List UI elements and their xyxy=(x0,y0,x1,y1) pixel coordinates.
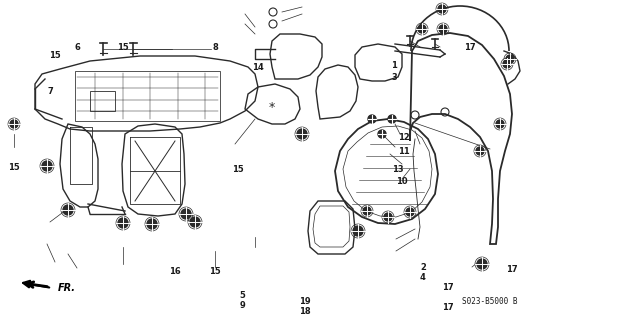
Text: 16: 16 xyxy=(169,268,181,277)
Text: 15: 15 xyxy=(49,50,61,60)
Text: FR.: FR. xyxy=(58,283,76,293)
Text: S023-B5000 B: S023-B5000 B xyxy=(462,296,518,306)
Circle shape xyxy=(10,120,18,128)
Text: 7: 7 xyxy=(47,87,53,97)
Text: 17: 17 xyxy=(506,265,518,275)
Text: 13: 13 xyxy=(392,165,404,174)
Text: 17: 17 xyxy=(442,284,454,293)
Circle shape xyxy=(63,205,73,215)
Text: 17: 17 xyxy=(464,43,476,53)
Circle shape xyxy=(384,213,392,221)
Text: 9: 9 xyxy=(239,300,245,309)
Circle shape xyxy=(378,130,386,138)
Text: 11: 11 xyxy=(398,147,410,157)
Circle shape xyxy=(438,5,446,13)
Circle shape xyxy=(503,60,511,68)
Circle shape xyxy=(476,147,484,155)
Circle shape xyxy=(42,161,52,171)
Circle shape xyxy=(368,115,376,123)
Text: 15: 15 xyxy=(209,268,221,277)
Circle shape xyxy=(181,209,191,219)
Circle shape xyxy=(388,115,396,123)
Text: 18: 18 xyxy=(299,308,311,316)
Circle shape xyxy=(406,208,414,216)
Circle shape xyxy=(418,25,426,33)
Text: 8: 8 xyxy=(212,43,218,53)
Text: 1: 1 xyxy=(391,61,397,70)
Circle shape xyxy=(363,207,371,215)
Circle shape xyxy=(506,55,514,63)
Text: 6: 6 xyxy=(74,43,80,53)
Text: *: * xyxy=(269,100,275,114)
Text: 5: 5 xyxy=(239,291,245,300)
Text: 14: 14 xyxy=(252,63,264,72)
Circle shape xyxy=(439,25,447,33)
Circle shape xyxy=(190,217,200,227)
Text: 3: 3 xyxy=(391,72,397,81)
Text: 15: 15 xyxy=(232,166,244,174)
Circle shape xyxy=(297,129,307,139)
Text: 12: 12 xyxy=(398,133,410,143)
Text: 19: 19 xyxy=(299,298,311,307)
Text: 15: 15 xyxy=(8,164,20,173)
Text: 2: 2 xyxy=(420,263,426,272)
Text: 17: 17 xyxy=(442,303,454,313)
Circle shape xyxy=(477,259,487,269)
Circle shape xyxy=(118,218,128,228)
Circle shape xyxy=(496,120,504,128)
Text: 10: 10 xyxy=(396,177,408,187)
Text: 4: 4 xyxy=(420,273,426,283)
Circle shape xyxy=(147,219,157,229)
Text: 15: 15 xyxy=(117,43,129,53)
Circle shape xyxy=(353,226,363,236)
